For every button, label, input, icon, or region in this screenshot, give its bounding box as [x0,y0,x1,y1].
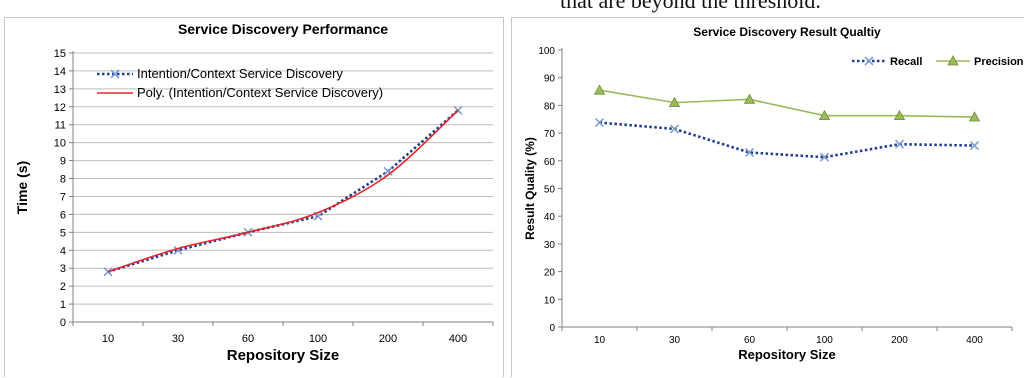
y-tick-label: 80 [544,101,556,112]
series-line [599,89,975,118]
x-tick-label: 10 [102,333,114,345]
series-2 [107,109,459,273]
y-tick-label: 50 [544,185,556,196]
y-axis-label: Time (s) [14,161,30,214]
data-point [668,96,681,108]
y-tick-label: 30 [544,240,556,251]
y-tick-label: 11 [55,120,66,132]
y-tick-label: 1 [60,299,66,311]
y-tick-label: 4 [60,245,66,257]
y-tick-label: 10 [54,138,66,150]
legend-label: Precision [974,56,1024,68]
x-tick-label: 30 [669,335,681,346]
legend-label: Poly. (Intention/Context Service Discove… [137,85,383,100]
legend-item: Intention/Context Service Discovery [97,66,343,81]
y-tick-label: 14 [54,66,66,78]
data-point [594,118,605,128]
gridlines [558,49,562,328]
x-tick-label: 10 [594,335,606,346]
quality-chart-panel: Service Discovery Result Qualtiy 0 10 20 30 4… [511,17,1024,377]
data-point [669,124,680,134]
x-tick-label: 200 [379,333,397,345]
gridlines [69,52,493,323]
legend-item: Poly. (Intention/Context Service Discove… [97,85,383,100]
x-tick-label: 60 [242,333,254,345]
data-point [743,93,756,104]
y-axis-label: Result Quality (%) [523,137,537,240]
y-tick-label: 15 [54,48,66,60]
x-tick-label: 400 [966,335,983,346]
y-tick-label: 0 [549,323,555,334]
y-tick-label: 20 [544,268,556,279]
data-point [744,147,755,158]
legend: Intention/Context Service Discovery Poly.… [97,66,383,100]
y-tick-label: 60 [544,157,556,168]
y-tick-label: 90 [544,74,556,85]
y-tick-label: 12 [54,102,66,114]
x-axis-label: Repository Size [227,347,340,364]
y-tick-label: 3 [60,263,66,275]
y-tick-label: 5 [60,227,66,239]
performance-chart: Service Discovery Performance01234567891… [14,21,494,364]
legend: Recall Precision [852,55,1024,68]
y-tick-label: 9 [60,156,66,168]
data-point [383,166,393,176]
data-point [103,267,113,277]
y-tick-label: 70 [544,129,556,140]
x-tick-label: 100 [816,335,833,346]
chart-title: Service Discovery Result Qualtiy [693,25,881,39]
data-point [894,139,905,149]
legend-label: Recall [890,56,922,68]
legend-item: Precision [936,55,1024,68]
legend-marker [947,55,959,66]
y-tick-label: 100 [538,46,555,57]
data-point [818,109,831,121]
x-tick-label: 100 [309,333,327,345]
x-tick-label: 400 [449,333,467,345]
x-tick-label: 30 [172,333,184,345]
y-tick-label: 6 [60,209,66,221]
y-tick-label: 10 [544,295,556,306]
x-tick-label: 60 [744,335,756,346]
x-axis-label: Repository Size [738,347,836,362]
y-tick-label: 7 [60,191,66,203]
y-tick-label: 40 [544,212,556,223]
series-line [599,121,975,159]
y-tick-label: 2 [60,281,66,293]
data-point [969,140,980,151]
chart-title: Service Discovery Performance [178,21,388,37]
series-2 [593,84,981,122]
x-tick-label: 200 [891,335,908,346]
data-point [819,152,830,162]
data-point [593,84,606,95]
legend-marker [864,56,874,66]
quality-chart: Service Discovery Result Qualtiy 0 10 20 30 4… [523,25,1024,362]
legend-marker [110,69,120,79]
y-tick-label: 13 [54,84,66,96]
y-tick-label: 8 [60,174,66,186]
data-point [968,111,981,122]
performance-chart-panel: Service Discovery Performance 0 1 2 3 4 5 6 7 8 9 1… [4,17,504,377]
legend-label: Intention/Context Service Discovery [137,66,343,81]
y-tick-label: 0 [60,317,66,329]
caption-fragment: that are beyond the threshold. [560,0,821,13]
legend-item: Recall [852,56,922,68]
data-point [893,109,906,121]
series-1 [594,118,980,162]
series-line [107,109,459,273]
series-line [107,109,459,274]
